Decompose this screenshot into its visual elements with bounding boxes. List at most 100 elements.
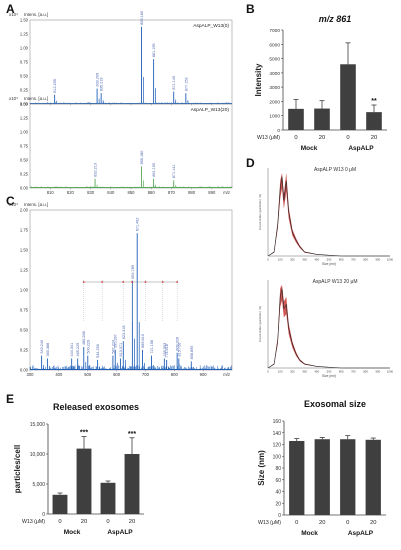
bar-chart-e1: 0 5,000 10,000 15,000 particles/cell Released… <box>13 402 144 536</box>
category-label: 0 <box>295 520 298 526</box>
spectrum-a2: 0.00 0.25 0.50 0.75 1.00 1.25 1.50 810 820 830 840… <box>9 96 233 195</box>
y-tick-label: 0.50 <box>20 328 29 333</box>
x-tick-label: 830 <box>87 190 95 195</box>
fragment-marker <box>161 281 164 283</box>
y-tick-label: 0 <box>278 513 281 519</box>
y-tick-label: 80 <box>275 466 281 472</box>
y-tick-label: 1.25 <box>20 32 29 37</box>
y-tick-label: 0.00 <box>20 102 29 107</box>
bar <box>340 439 356 515</box>
x-tick-label: 900 <box>375 370 380 374</box>
x-tick-label: 300 <box>302 258 307 262</box>
peak-label: 534.250 <box>96 344 100 358</box>
y-tick-label: 10,000 <box>30 452 46 458</box>
peak-label: 815.726 <box>177 343 181 357</box>
y-exponent: x10⁴ <box>9 202 18 207</box>
y-tick-label: 120 <box>273 443 282 449</box>
fragment-marker <box>101 281 104 283</box>
y-axis-label: Intens. [a.u.] <box>24 202 48 207</box>
x-tick-label: 100 <box>278 258 283 262</box>
bar <box>340 64 356 130</box>
x-tick-label: 200 <box>290 370 295 374</box>
x-tick-label: 400 <box>314 370 319 374</box>
y-exponent: x10⁴ <box>9 12 18 17</box>
peak-label: 654.789 <box>131 265 135 279</box>
group-label: AspALP <box>348 145 374 152</box>
x-axis-label: Size (nm) <box>322 374 336 378</box>
y-tick-label: 1.00 <box>20 46 29 51</box>
y-tick-label: 0 <box>42 512 45 518</box>
spectrum-c: 0.00 0.25 0.50 0.75 1.00 1.25 1.50 1.75 2.00 300 4… <box>9 202 233 377</box>
category-label: 0 <box>346 135 349 141</box>
x-prefix-label: W13 (μM) <box>258 520 281 526</box>
bar-chart-b: 01000200030004000500060007000Intensitym/… <box>254 14 387 152</box>
x-tick-label: 700 <box>351 258 356 262</box>
peak-label: 832.213 <box>94 163 98 177</box>
bar <box>76 448 92 514</box>
significance-mark: ** <box>371 98 377 105</box>
x-tick-label: 600 <box>113 372 121 377</box>
y-tick-label: 15,000 <box>30 422 46 428</box>
y-tick-label: 5000 <box>269 57 280 63</box>
y-tick-label: 6000 <box>269 42 280 48</box>
y-tick-label: 100 <box>273 454 282 460</box>
category-label: 0 <box>294 135 297 141</box>
peak-label: 465.225 <box>76 343 80 357</box>
y-tick-label: 2.00 <box>20 208 29 213</box>
plot-frame <box>29 103 233 189</box>
x-tick-label: 870 <box>168 190 176 195</box>
x-tick-label: 200 <box>290 258 295 262</box>
significance-mark: *** <box>128 431 136 438</box>
category-label: 20 <box>129 519 135 525</box>
y-tick-label: 0.75 <box>20 308 29 313</box>
x-tick-label: 300 <box>27 372 35 377</box>
bar <box>289 440 305 515</box>
y-tick-label: 1.00 <box>20 130 29 135</box>
plot-frame <box>29 19 233 105</box>
group-label: Mock <box>64 529 81 536</box>
category-label: 0 <box>58 519 61 525</box>
y-tick-label: 140 <box>273 431 282 437</box>
y-tick-label: 4000 <box>269 71 280 77</box>
group-label: AspALP <box>348 530 374 537</box>
panel-letter-e: E <box>6 392 15 406</box>
peak-label: 858.895 <box>190 346 194 360</box>
group-label: AspALP <box>107 529 133 536</box>
size-distribution-d1: 0 100 200 300 400 500 600 700 800 900 1000 Size (nm… <box>258 167 394 266</box>
peak-label: 595.397 <box>114 334 118 348</box>
bar <box>314 439 330 515</box>
peak-label: 486.268 <box>82 331 86 345</box>
x-tick-label: 600 <box>339 258 344 262</box>
x-tick-label: 700 <box>351 370 356 374</box>
x-axis-label: Size (nm) <box>322 262 336 266</box>
fragment-marker <box>131 281 134 283</box>
x-tick-label: 400 <box>55 372 63 377</box>
y-tick-label: 0.25 <box>20 172 29 177</box>
error-band <box>268 172 390 256</box>
y-axis-label: Intensity <box>254 63 263 96</box>
x-tick-label: 300 <box>302 370 307 374</box>
category-label: 20 <box>370 520 376 526</box>
x-tick-label: 1000 <box>387 258 394 262</box>
y-tick-label: 1000 <box>269 114 280 120</box>
y-tick-label: 1.50 <box>20 248 29 253</box>
peak-label: 773.618 <box>165 344 169 358</box>
y-axis-label: Intens. [a.u.] <box>24 96 48 101</box>
y-tick-label: 0 <box>277 128 280 134</box>
y-tick-label: 0.50 <box>20 74 29 79</box>
significance-mark: *** <box>80 430 88 437</box>
category-label: 0 <box>106 519 109 525</box>
error-band <box>268 284 390 368</box>
x-tick-label: 890 <box>208 190 216 195</box>
mean-curve <box>267 288 390 369</box>
x-axis-label: m/z <box>223 372 230 377</box>
x-tick-label: 850 <box>128 190 136 195</box>
x-tick-label: 500 <box>84 372 92 377</box>
chart-title: AspALP W13 20 μM <box>313 279 358 285</box>
y-tick-label: 0.75 <box>20 144 29 149</box>
panel-letter-a: A <box>6 2 15 16</box>
bar-chart-e2: 0 20 40 60 80 100 120 140 160 Size (nm) Exosomal s… <box>257 399 386 537</box>
mean-curve <box>267 176 390 257</box>
